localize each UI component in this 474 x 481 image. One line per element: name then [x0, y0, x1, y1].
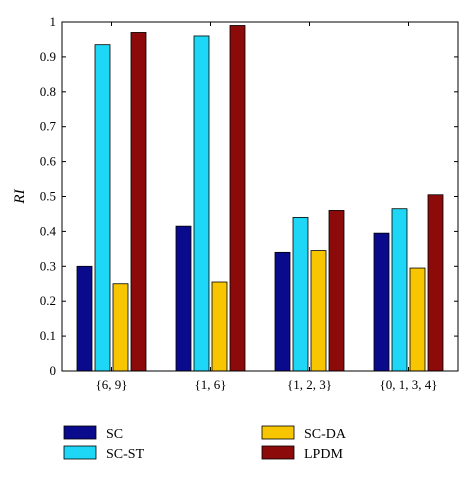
y-tick-label: 0.6	[40, 154, 57, 169]
bar-sc-1	[175, 225, 192, 372]
bar-sc-da-2	[310, 250, 327, 372]
y-tick-label: 0.8	[40, 84, 56, 99]
y-tick-label: 0.7	[40, 119, 57, 134]
x-tick-label: {6, 9}	[96, 377, 128, 392]
y-tick-label: 0.5	[40, 189, 56, 204]
bar-sc-3	[373, 232, 390, 372]
bars-group	[76, 25, 444, 372]
legend-label-sc: SC	[106, 427, 123, 442]
y-tick-label: 0.1	[40, 328, 56, 343]
bar-lpdm-2	[328, 210, 345, 372]
y-axis-label: RI	[12, 188, 28, 204]
legend-swatch-sc-st	[63, 445, 97, 460]
y-tick-label: 1	[50, 14, 57, 29]
y-tick-label: 0.9	[40, 49, 56, 64]
y-tick-label: 0.3	[40, 258, 56, 273]
bar-sc-st-0	[94, 44, 111, 372]
bar-sc-da-1	[211, 281, 228, 372]
legend-label-sc-st: SC-ST	[106, 447, 145, 462]
y-tick-label: 0	[50, 363, 57, 378]
bar-sc-st-2	[292, 217, 309, 372]
bar-sc-da-3	[409, 267, 426, 372]
x-axis-ticks: {6, 9} {1, 6} {1, 2, 3} {0, 1, 3, 4}	[96, 22, 438, 392]
bar-lpdm-1	[229, 25, 246, 372]
legend-swatch-sc-da	[261, 425, 295, 440]
y-tick-label: 0.4	[40, 223, 57, 238]
legend-swatch-lpdm	[261, 445, 295, 460]
bar-sc-da-0	[112, 283, 129, 372]
bar-lpdm-0	[130, 32, 147, 372]
y-axis-ticks: 0 0.1 0.2 0.3 0.4 0.5 0.6 0.7 0.8 0.9 1	[40, 14, 458, 378]
x-tick-label: {1, 2, 3}	[287, 377, 332, 392]
bar-sc-0	[76, 265, 93, 372]
x-tick-label: {0, 1, 3, 4}	[380, 377, 438, 392]
legend-swatch-sc	[63, 425, 97, 440]
legend-label-lpdm: LPDM	[304, 447, 343, 462]
bar-sc-st-1	[193, 35, 210, 372]
x-tick-label: {1, 6}	[195, 377, 227, 392]
bar-sc-st-3	[391, 208, 408, 372]
bar-lpdm-3	[427, 194, 444, 372]
bar-sc-2	[274, 251, 291, 372]
legend-label-sc-da: SC-DA	[304, 427, 347, 442]
y-tick-label: 0.2	[40, 293, 56, 308]
legend: SC SC-ST SC-DA LPDM	[63, 425, 347, 462]
